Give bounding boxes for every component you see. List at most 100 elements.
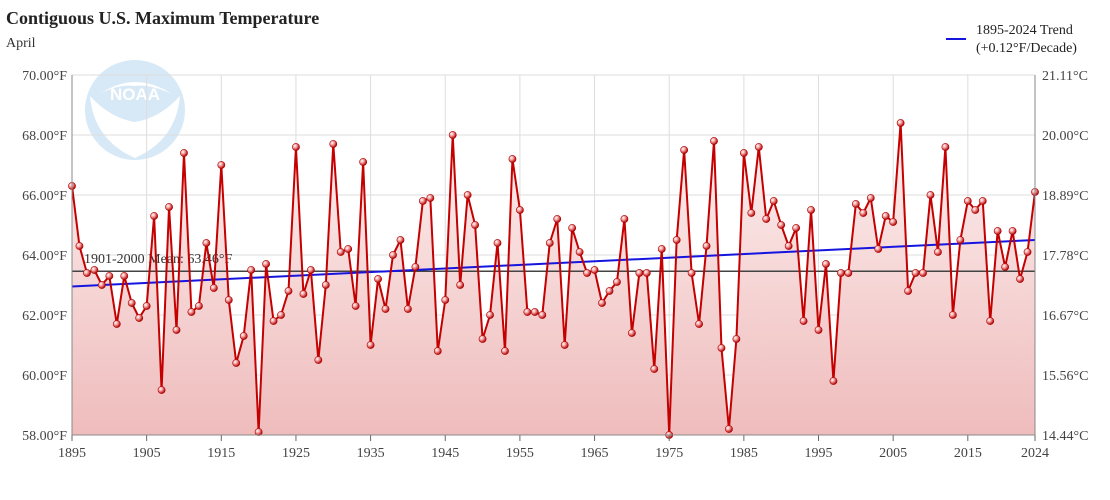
data-point (799, 317, 808, 325)
data-point (254, 428, 263, 436)
data-point (881, 212, 890, 220)
data-point (359, 158, 368, 166)
data-point (217, 161, 226, 169)
y-tick-label-left: 68.00°F (22, 129, 67, 144)
x-tick-label: 1965 (581, 446, 609, 461)
data-point (993, 227, 1002, 235)
data-point (508, 155, 517, 163)
data-point (284, 287, 293, 295)
data-point (538, 311, 547, 319)
x-tick-label: 1935 (357, 446, 385, 461)
data-point (911, 269, 920, 277)
data-point (404, 305, 412, 313)
data-point (896, 119, 905, 127)
data-point (814, 326, 823, 334)
data-point (1016, 275, 1024, 283)
data-point (433, 347, 442, 355)
data-point (396, 236, 405, 244)
x-tick-label: 1905 (133, 446, 161, 461)
y-tick-label-left: 64.00°F (22, 249, 67, 264)
chart-subtitle: April (6, 36, 36, 51)
data-point (411, 263, 420, 271)
data-point (374, 275, 382, 283)
data-point (448, 131, 457, 139)
data-point (941, 143, 950, 151)
data-point (523, 308, 532, 316)
data-point (187, 308, 196, 316)
data-point (575, 248, 584, 256)
y-tick-label-left: 70.00°F (22, 69, 67, 84)
data-point (687, 269, 696, 277)
data-point (142, 302, 151, 310)
data-point (583, 269, 591, 277)
data-point (695, 320, 703, 328)
data-point (471, 221, 480, 229)
y-tick-label-right: 14.44°C (1042, 429, 1088, 444)
noaa-logo-text: NOAA (110, 85, 160, 104)
data-point (784, 242, 793, 250)
data-point (598, 299, 606, 307)
data-point (948, 311, 957, 319)
data-point (963, 197, 972, 205)
y-tick-label-right: 21.11°C (1042, 69, 1088, 84)
data-point (866, 194, 875, 202)
data-point (478, 335, 487, 343)
data-point (568, 224, 577, 232)
data-point (822, 260, 830, 268)
data-point (441, 296, 450, 304)
data-point (180, 149, 188, 157)
data-point (590, 266, 599, 274)
legend-trend-rate: (+0.12°F/Decade) (976, 41, 1077, 56)
data-point (232, 359, 241, 367)
data-point (381, 305, 390, 313)
y-tick-label-right: 18.89°C (1042, 189, 1088, 204)
data-point (807, 206, 815, 214)
data-point (247, 266, 256, 274)
data-point (620, 215, 629, 223)
y-tick-label-left: 66.00°F (22, 189, 67, 204)
mean-label: 1901-2000 Mean: 63.46°F (84, 252, 233, 267)
x-tick-label: 1995 (805, 446, 833, 461)
x-tick-label: 2015 (954, 446, 982, 461)
data-point (889, 218, 898, 226)
data-point (269, 317, 278, 325)
data-point (530, 308, 539, 316)
data-point (202, 239, 211, 247)
x-tick-label: 1975 (655, 446, 683, 461)
data-point (657, 245, 666, 253)
data-point (299, 290, 308, 298)
data-point (754, 143, 763, 151)
data-point (336, 248, 345, 256)
data-point (486, 311, 494, 319)
data-point (239, 332, 248, 340)
data-point (971, 206, 980, 214)
data-point (83, 269, 91, 277)
data-point (292, 143, 300, 151)
x-tick-label: 1955 (506, 446, 534, 461)
x-tick-label: 2024 (1021, 446, 1049, 461)
trend-line (71, 239, 1036, 288)
y-tick-label-left: 58.00°F (22, 429, 67, 444)
data-point (837, 269, 845, 277)
data-point (150, 212, 159, 220)
data-point (329, 140, 338, 148)
x-tick-label: 1945 (431, 446, 459, 461)
data-point (702, 242, 711, 250)
data-point (209, 284, 218, 292)
data-point (277, 311, 285, 319)
data-point (650, 365, 659, 373)
data-point (90, 266, 99, 274)
data-point (672, 236, 681, 244)
data-point (1001, 263, 1010, 271)
data-point (680, 146, 689, 154)
data-point (516, 206, 524, 214)
data-point (926, 191, 935, 199)
data-point (1023, 248, 1032, 256)
legend: 1895-2024 Trend (+0.12°F/Decade) (946, 23, 1077, 56)
chart-title: Contiguous U.S. Maximum Temperature (6, 8, 319, 28)
data-point (418, 197, 427, 205)
data-point (919, 269, 927, 277)
data-point (792, 224, 801, 232)
data-point (262, 260, 270, 268)
